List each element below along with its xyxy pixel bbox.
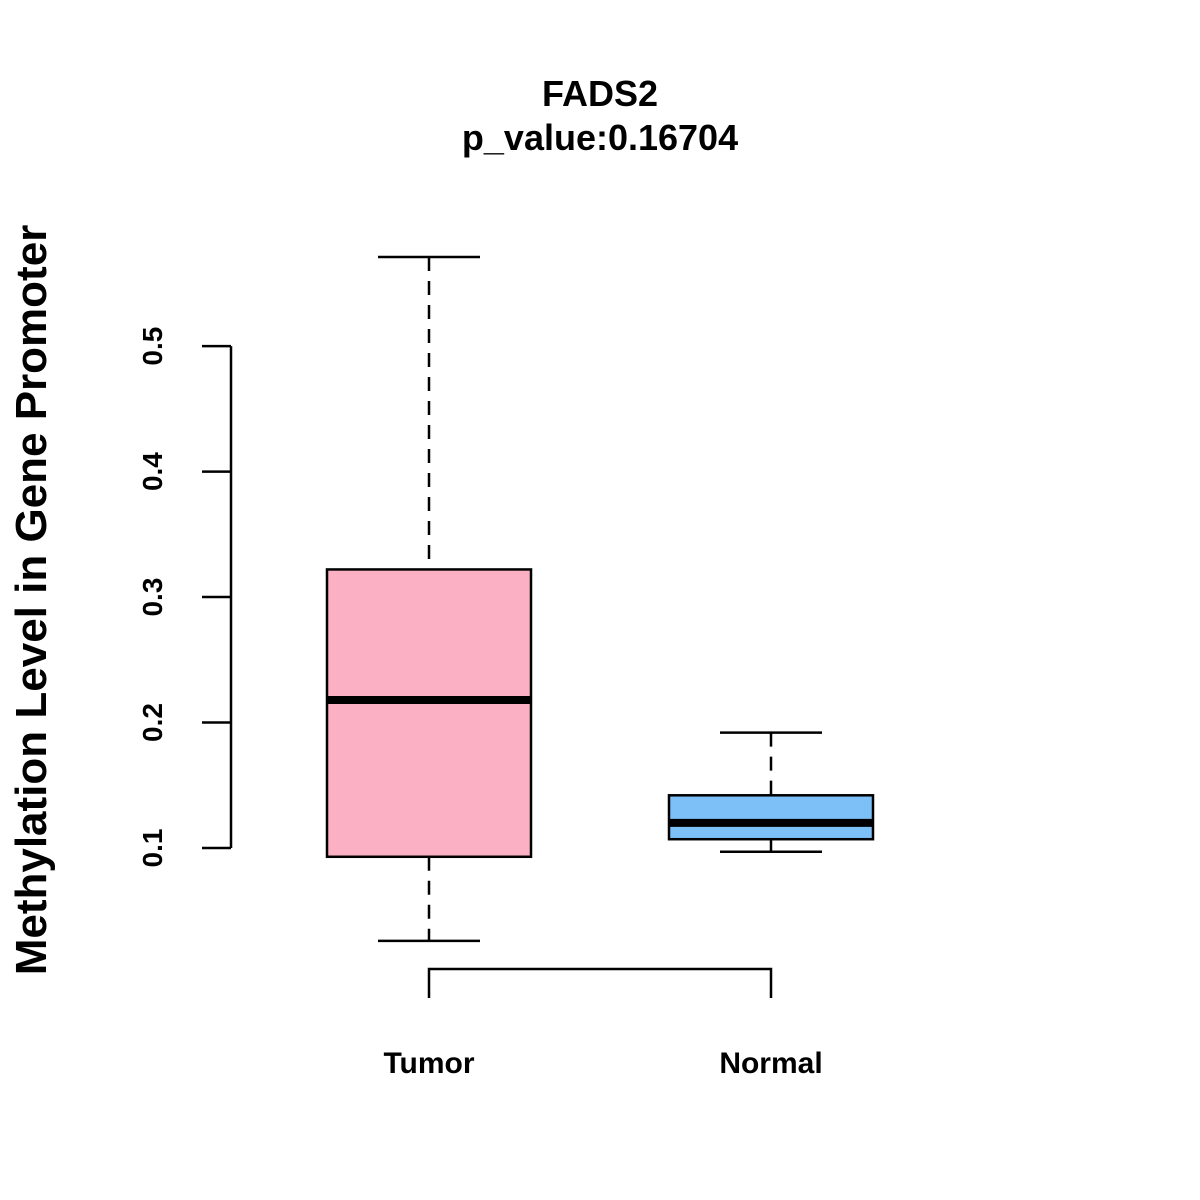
y-tick-label: 0.4 [137,452,168,491]
box-iqr [667,794,875,841]
y-tick-label: 0.5 [137,327,168,366]
chart-title: FADS2 [542,73,658,114]
comparison-bracket [427,967,773,998]
chart-subtitle: p_value:0.16704 [462,117,738,158]
x-tick-label: Normal [719,1047,822,1080]
box-iqr [325,568,533,859]
bracket-line [427,967,773,998]
y-tick-label: 0.3 [137,578,168,617]
y-axis-label: Methylation Level in Gene Promoter [7,225,56,976]
x-axis-labels: Tumor Normal [383,1047,822,1080]
y-tick-label: 0.1 [137,829,168,868]
y-tick-label: 0.2 [137,703,168,742]
x-tick-label: Tumor [383,1047,474,1080]
y-axis: 0.1 0.2 0.3 0.4 0.5 [137,327,233,868]
box-tumor [325,255,533,943]
box-group [325,255,875,943]
box-normal [667,731,875,854]
